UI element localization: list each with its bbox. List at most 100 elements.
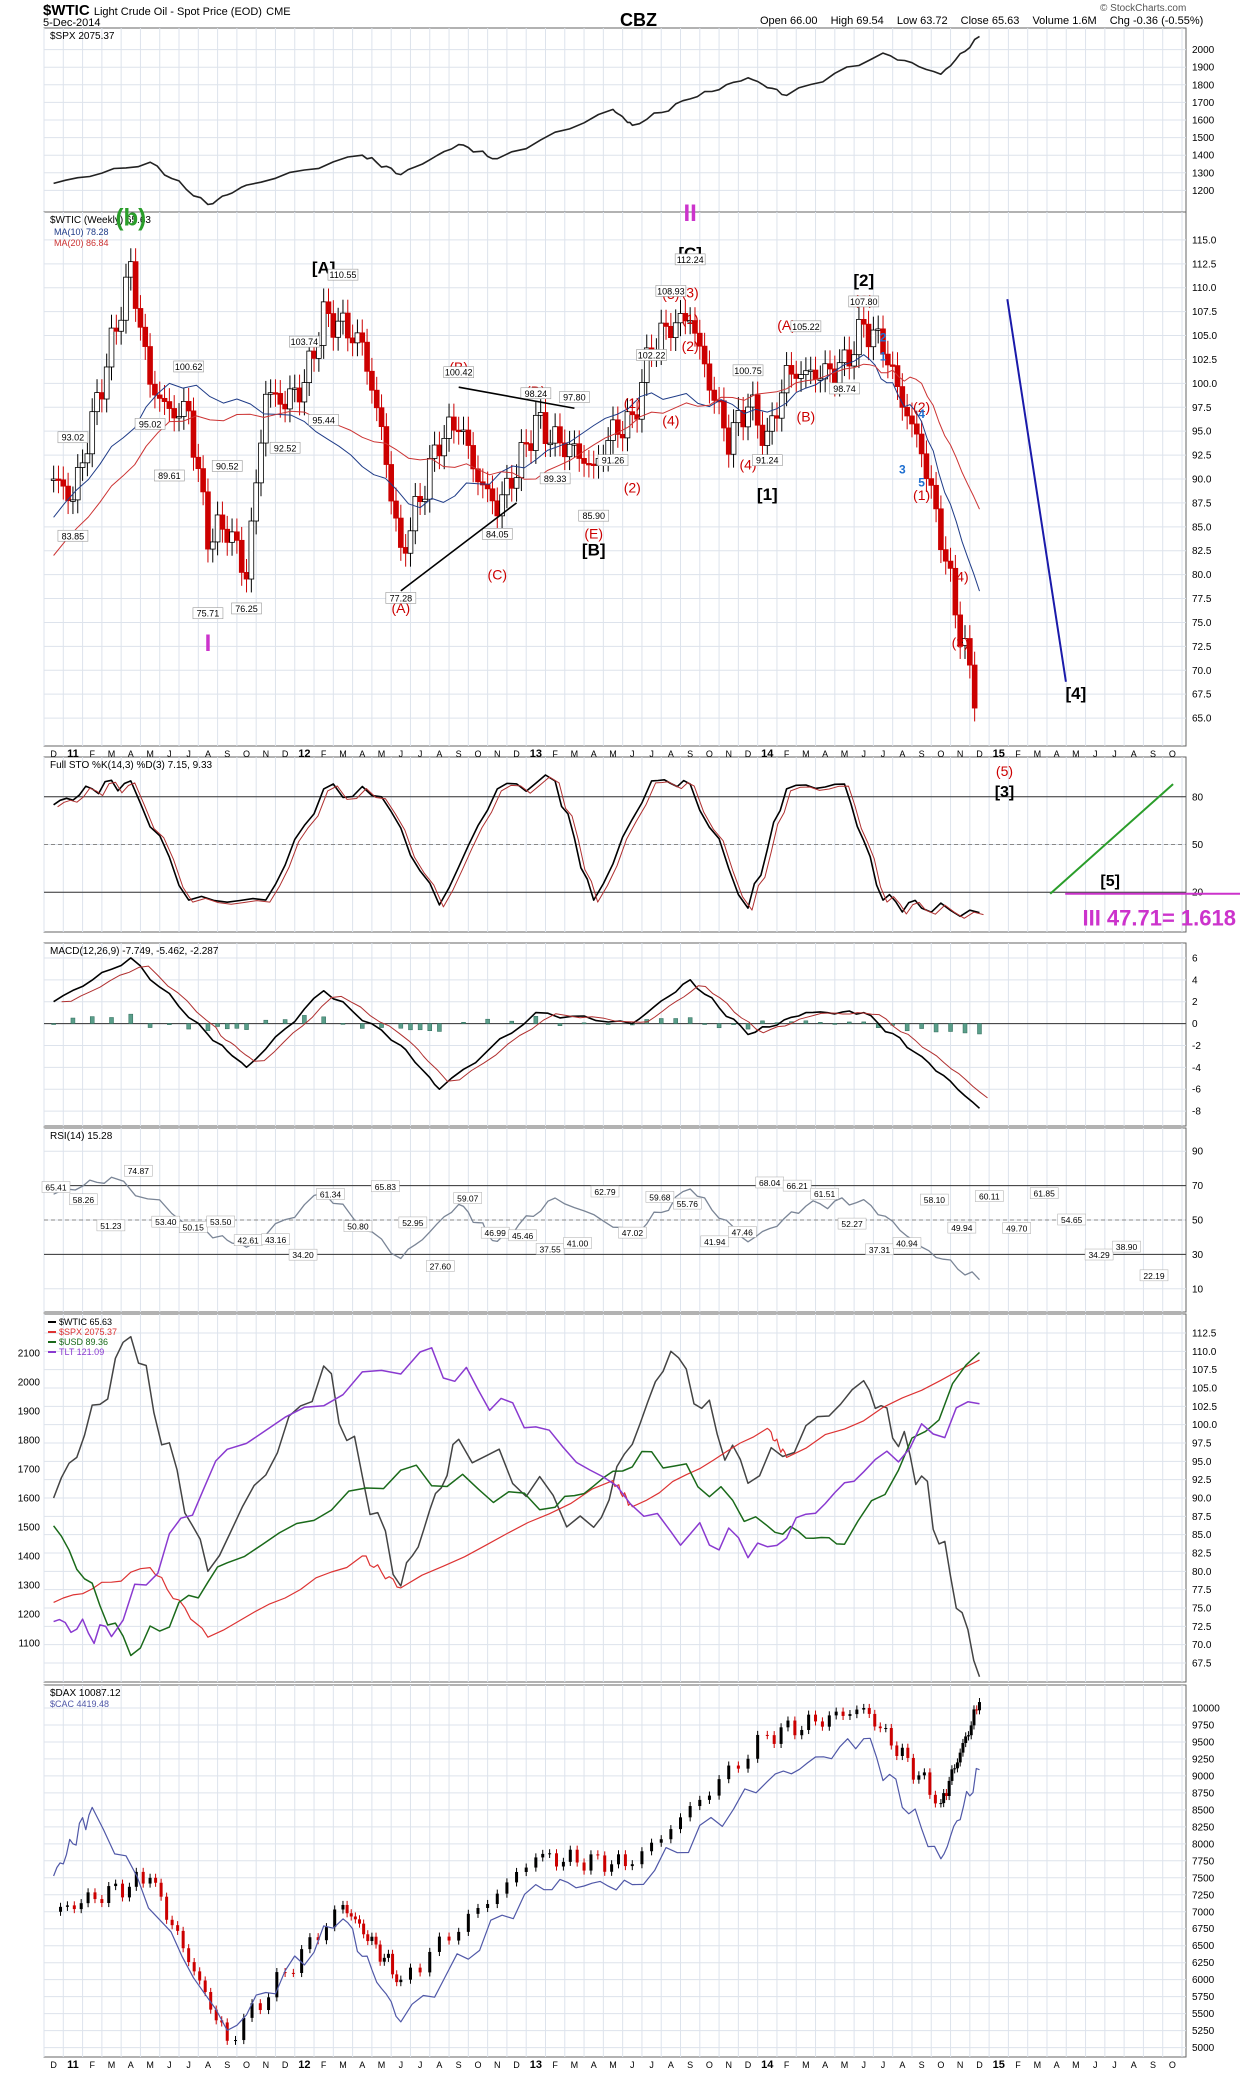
price-label-box [57,431,89,444]
bottom-time-label: S [224,2060,230,2070]
macd-histogram-bar [803,1020,809,1024]
rsi-value-label: 50.15 [183,1223,205,1233]
dax-bar-body [977,1702,981,1711]
macd-histogram-bar [109,1017,114,1024]
dax-bar-body [582,1862,586,1871]
dax-bar-body [922,1772,926,1776]
macd-histogram-bar [128,1013,134,1024]
rsi-label-box [947,1221,977,1234]
price-time-label: 12 [298,748,310,760]
price-tick-label: 105.0 [1192,331,1217,342]
compare-left-tick: 2000 [18,1378,41,1389]
price-candle-body [721,400,727,429]
price-tick-label: 110.0 [1192,283,1217,294]
dax-bar-body [65,1905,69,1907]
price-time-label: D [745,749,752,759]
price-candle-body [373,389,380,409]
price-candle-body [412,496,419,532]
price-candle-body [967,638,973,666]
rsi-label-box [261,1233,290,1246]
price-candle-body [460,429,467,432]
bottom-time-label: O [706,2060,713,2070]
macd-histogram-bar [847,1021,852,1024]
macd-histogram-bar [673,1018,678,1024]
price-candle-body [267,392,274,395]
price-candle-body [851,354,857,367]
compare-right-tick: 75.0 [1192,1604,1212,1615]
compare-left-tick: 1600 [18,1494,41,1505]
spx-legend: $SPX 2075.37 [50,31,115,42]
macd-histogram-bar [962,1023,968,1034]
bottom-time-label: 14 [761,2059,774,2071]
price-candle-body [774,415,780,419]
price-candle-body [735,410,742,424]
macd-histogram-bar [977,1023,982,1035]
price-label: 76.25 [235,604,258,614]
rsi-label-box [673,1197,702,1210]
bottom-time-label: J [881,2060,886,2070]
rsi-label-box [69,1193,98,1206]
price-candle-body [190,410,197,458]
red-wave-label: (A) [391,600,410,616]
price-candle-body [475,468,481,483]
compare-right-tick: 95.0 [1192,1457,1212,1468]
macd-histogram-bar [861,1021,866,1024]
dax-bar-body [418,1967,422,1973]
dax-bar-body [242,2017,246,2041]
spx-tick-label: 1900 [1192,63,1215,74]
dax-bar-body [596,1854,600,1856]
red-wave-label: (4) [662,412,679,428]
rsi-value-label: 47.02 [622,1228,644,1238]
rsi-label-box [892,1237,922,1249]
rsi-label-box [535,1243,565,1255]
ohlc-stats: Open 66.00 High 69.54 Low 63.72 Close 65… [760,15,1213,27]
compare-right-tick: 80.0 [1192,1567,1212,1578]
price-candle-body [615,419,621,435]
rsi-tick-label: 10 [1192,1284,1204,1295]
price-legend-title: $WTIC (Weekly) 65.63 [50,215,151,226]
dax-bar-body [827,1715,831,1727]
price-time-label: A [1054,749,1060,759]
price-time-label: J [861,749,866,759]
dax-bar-body [250,2003,254,2018]
price-time-label: A [899,749,905,759]
dax-bar-body [679,1817,683,1830]
bottom-time-label: J [186,2060,191,2070]
compare-right-tick: 110.0 [1192,1347,1217,1358]
price-candle-body [291,387,298,390]
price-label-box [308,414,339,426]
red-wave-label: (4) [952,568,969,584]
macd-histogram-bar [427,1023,433,1032]
price-time-label: A [128,749,134,759]
bottom-time-label: D [282,2060,289,2070]
price-tick-label: 102.5 [1192,355,1217,366]
dax-bar-body [953,1768,957,1770]
dax-bar-body [650,1842,654,1852]
price-time-label: 15 [993,748,1005,760]
compare-legend-2: $USD 89.36 [59,1337,108,1347]
macd-histogram-bar [89,1016,95,1024]
rsi-legend: RSI(14) 15.28 [50,1131,113,1142]
compare-wtic-line [52,1335,981,1677]
price-tick-label: 90.0 [1192,475,1212,486]
dax-bar-body [378,1944,382,1962]
rsi-label-box [398,1216,428,1229]
price-candle-body [84,453,91,464]
bottom-time-label: A [668,2060,674,2070]
price-label-box [597,454,629,466]
price-candle-body [161,397,168,402]
rsi-label-box [563,1237,592,1249]
price-time-label: J [649,749,654,759]
bottom-time-label: A [591,2060,597,2070]
price-label: 107.80 [850,297,878,307]
compare-tlt-line [53,1347,980,1645]
compare-left-tick: 1300 [18,1581,41,1592]
bottom-time-label: A [1054,2060,1060,2070]
price-label-box [790,320,822,333]
macd-histogram-bar [933,1023,939,1033]
ma20-legend: MA(20) 86.84 [54,238,109,248]
dax-bar-body [555,1853,559,1867]
macd-histogram-bar [731,1023,736,1025]
bottom-time-label: D [513,2060,520,2070]
wave-label-II: II [683,200,696,227]
